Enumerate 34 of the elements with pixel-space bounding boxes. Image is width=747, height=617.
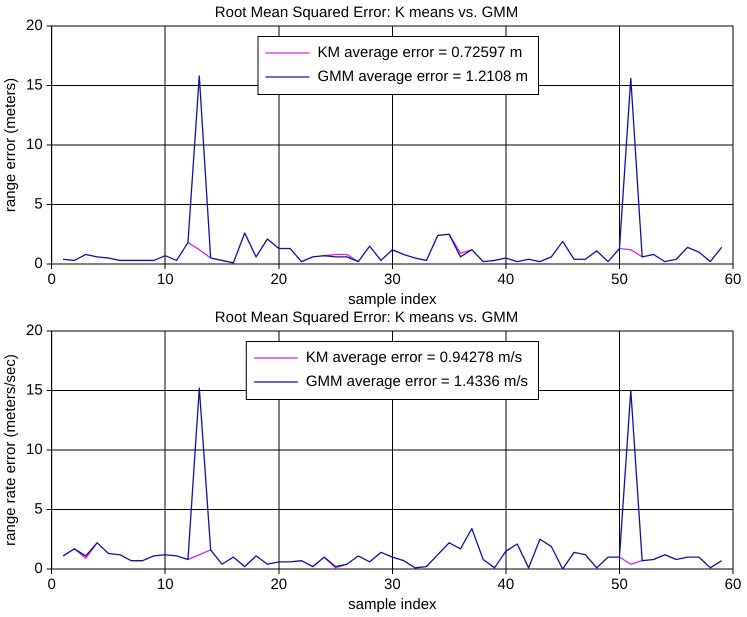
x-tick-label: 0 — [48, 271, 56, 288]
y-tick-label: 10 — [26, 441, 43, 458]
x-tick-label: 10 — [156, 576, 174, 594]
x-tick-label: 60 — [724, 576, 742, 594]
x-tick-label: 0 — [48, 576, 56, 594]
y-tick-label: 0 — [34, 255, 43, 272]
y-tick-label: 10 — [26, 136, 43, 154]
x-tick-label: 60 — [724, 271, 742, 288]
x-axis-title: sample index — [348, 596, 438, 614]
x-tick-label: 50 — [611, 271, 628, 288]
chart-title: Root Mean Squared Error: K means vs. GMM — [214, 4, 518, 22]
legend-label: KM average error = 0.72597 m — [317, 44, 522, 62]
y-tick-label: 5 — [34, 500, 43, 518]
x-tick-label: 40 — [498, 271, 514, 288]
legend-label: GMM average error = 1.2108 m — [317, 68, 528, 86]
x-axis-title: sample index — [348, 291, 438, 308]
y-tick-label: 15 — [26, 76, 43, 94]
y-axis-title: range rate error (meters/sec) — [2, 354, 20, 546]
x-tick-label: 10 — [156, 271, 174, 288]
legend-label: GMM average error = 1.4336 m/s — [306, 373, 528, 390]
y-tick-label: 20 — [26, 322, 43, 340]
y-tick-label: 15 — [26, 382, 43, 399]
y-tick-label: 20 — [26, 17, 43, 34]
chart-title: Root Mean Squared Error: K means vs. GMM — [214, 309, 518, 326]
x-tick-label: 30 — [384, 271, 401, 288]
x-tick-label: 30 — [384, 576, 401, 594]
legend-label: KM average error = 0.94278 m/s — [306, 349, 522, 366]
x-tick-label: 40 — [498, 576, 514, 594]
y-tick-label: 5 — [34, 196, 43, 213]
x-tick-label: 20 — [270, 576, 288, 594]
x-tick-label: 20 — [270, 271, 288, 288]
y-axis-title: range error (meters) — [2, 78, 20, 212]
x-tick-label: 50 — [611, 576, 628, 594]
y-tick-label: 0 — [34, 560, 43, 578]
